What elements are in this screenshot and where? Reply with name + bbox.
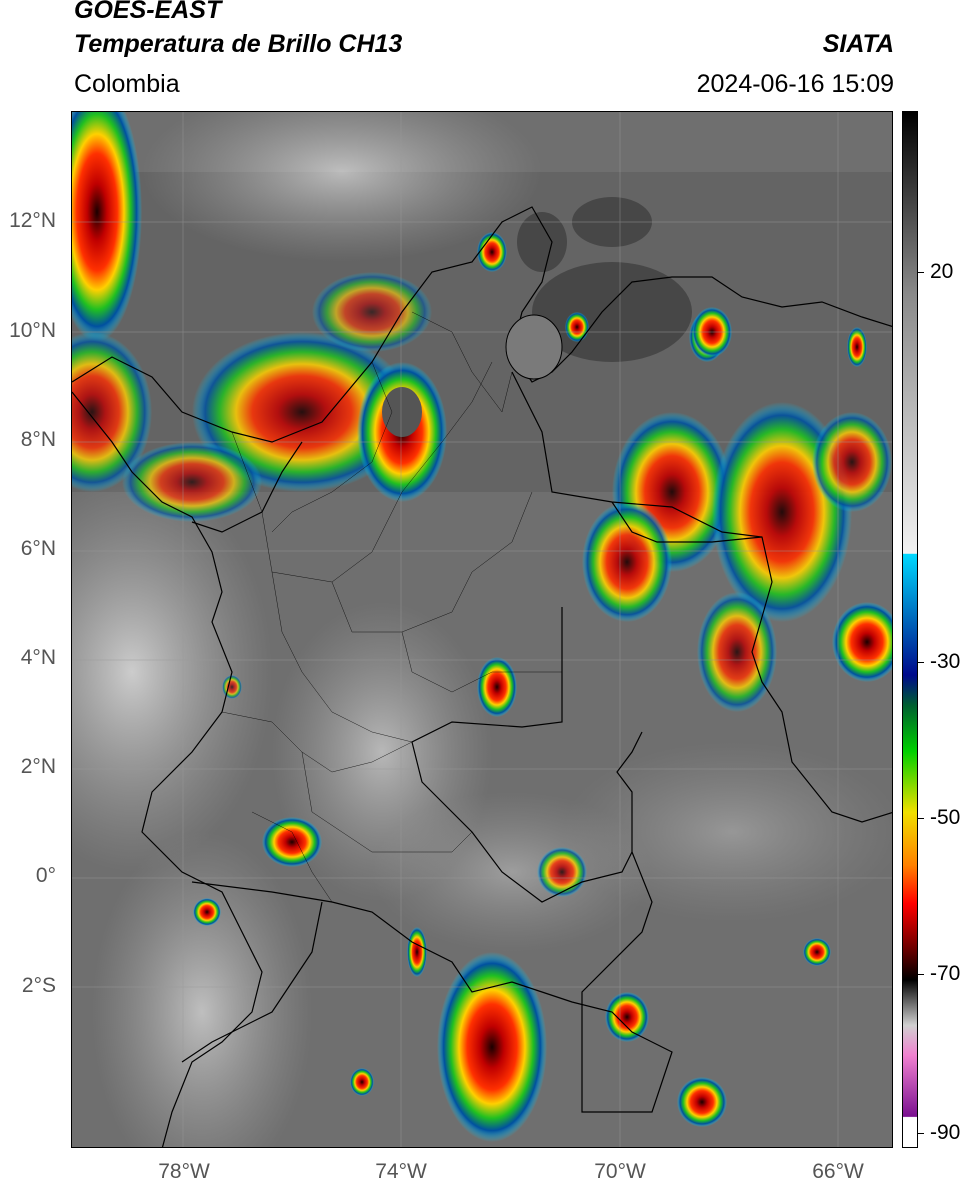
storm-cell (72, 112, 142, 342)
product-title: Temperatura de Brillo CH13 (74, 30, 403, 58)
storm-cell (72, 332, 152, 492)
lat-label-0: 0° (35, 864, 56, 887)
colorbar-label-20: 20 (930, 260, 954, 283)
colorbar-tick (918, 1133, 924, 1134)
storm-cell (222, 675, 242, 699)
lake-maracaibo (505, 314, 563, 380)
gridlines (72, 112, 892, 1147)
lon-label-78w: 78°W (158, 1160, 210, 1183)
storm-cell (847, 327, 867, 367)
storm-cell (832, 602, 892, 682)
cloud-region (562, 742, 892, 922)
lon-label-66w: 66°W (812, 1160, 864, 1183)
storm-cell (605, 992, 649, 1042)
organization-label: SIATA (822, 30, 894, 58)
satellite-map[interactable] (71, 111, 893, 1148)
colorbar-label-minus90: -90 (930, 1121, 961, 1144)
lat-label-2s: 2°S (21, 974, 56, 997)
storm-cell (312, 272, 432, 352)
lon-label-70w: 70°W (594, 1160, 646, 1183)
storm-cell (677, 1077, 727, 1127)
storm-cell (437, 952, 547, 1142)
colorbar-tick (918, 818, 924, 819)
warm-region (517, 212, 567, 272)
storm-cell (565, 312, 589, 342)
colorbar-label-minus30: -30 (930, 650, 961, 673)
storm-cell (193, 898, 221, 926)
lat-label-12n: 12°N (9, 209, 56, 232)
colorbar-tick (918, 272, 924, 273)
lat-label-4n: 4°N (20, 646, 56, 669)
colorbar-label-minus70: -70 (930, 962, 961, 985)
satellite-title: GOES-EAST (74, 0, 222, 24)
lat-label-8n: 8°N (20, 428, 56, 451)
storm-cell (382, 387, 422, 437)
storm-cell (262, 817, 322, 867)
colorbar-tick (918, 662, 924, 663)
colorbar-label-minus50: -50 (930, 806, 961, 829)
region-label: Colombia (74, 70, 180, 98)
cloud-region (92, 832, 312, 1147)
timestamp-label: 2024-06-16 15:09 (696, 70, 894, 98)
storm-cell (477, 232, 507, 272)
department-borders (221, 311, 562, 903)
storm-cell (582, 502, 672, 622)
storm-cell (477, 657, 517, 717)
cloud-region (142, 112, 542, 262)
cloud-region (72, 472, 272, 872)
country-borders (72, 206, 892, 1147)
lat-label-10n: 10°N (9, 319, 56, 342)
lon-label-74w: 74°W (375, 1160, 427, 1183)
storm-cell (350, 1068, 374, 1096)
colorbar-tick (918, 974, 924, 975)
colorbar (902, 111, 918, 1148)
storm-cell (803, 938, 831, 966)
lat-label-2n: 2°N (20, 755, 56, 778)
lat-label-6n: 6°N (20, 537, 56, 560)
storm-cell (697, 592, 777, 712)
storm-cell (537, 847, 587, 897)
storm-cell (192, 332, 412, 492)
storm-cell (812, 412, 892, 512)
storm-cell (407, 927, 427, 977)
storm-cell (122, 442, 262, 522)
